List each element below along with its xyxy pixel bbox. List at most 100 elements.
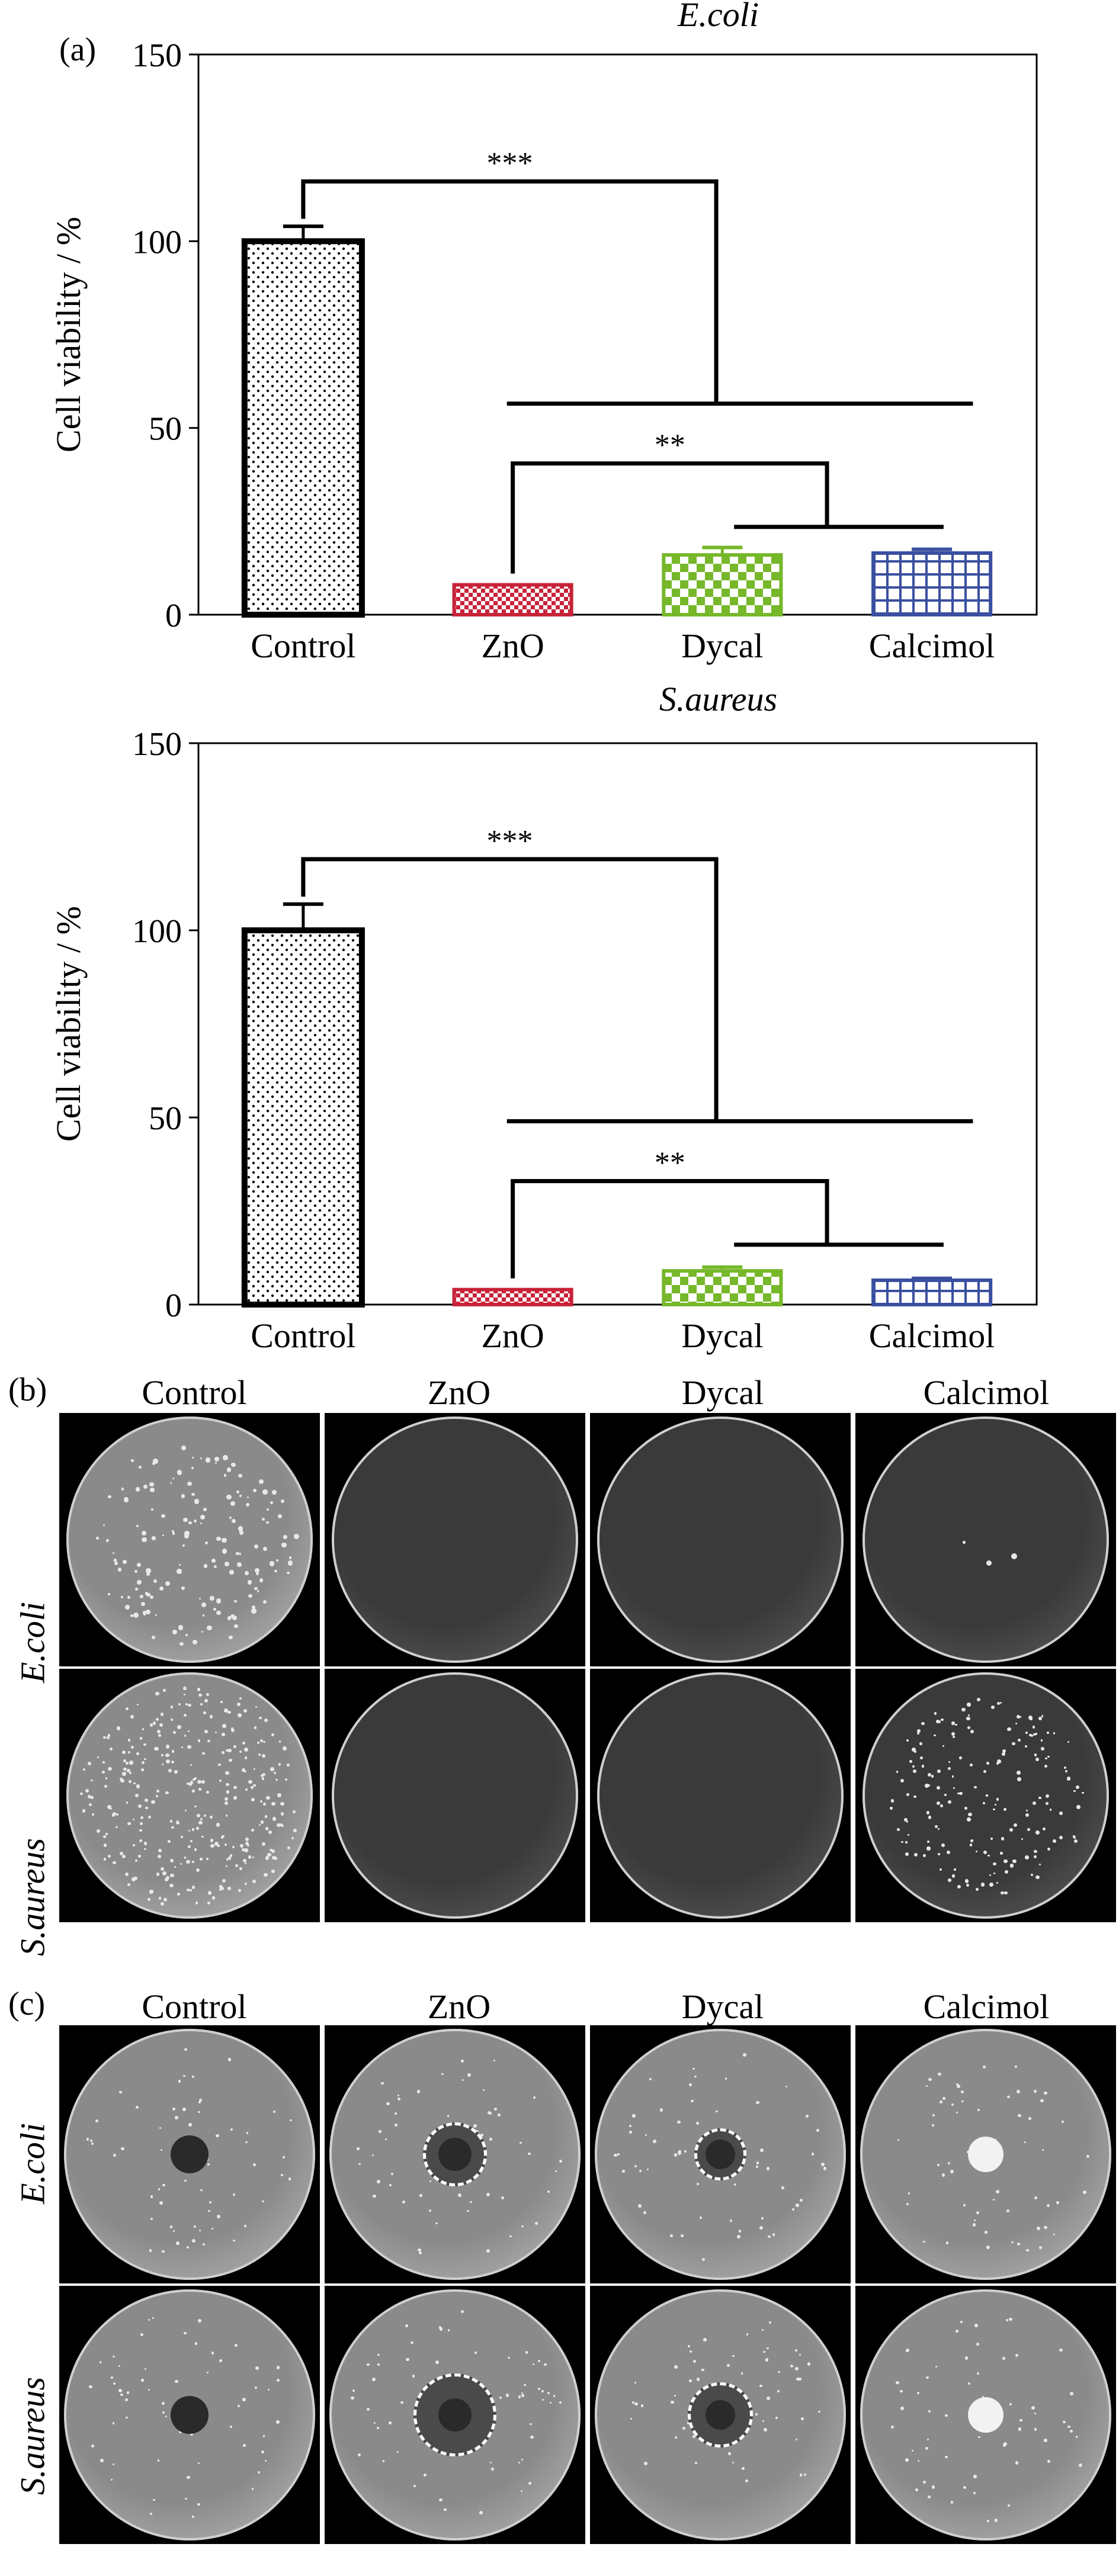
colony [703,2338,707,2342]
colony [230,2128,233,2131]
colony [977,2109,980,2112]
colony [100,2459,104,2463]
colony [553,2395,556,2397]
colony [127,1596,130,1599]
colony [258,1479,264,1485]
colony [226,1467,232,1472]
colony [945,2241,949,2244]
colony [1073,1790,1076,1793]
colony [265,1827,269,1830]
colony [942,1745,944,1747]
colony [159,2201,163,2205]
colony [923,2240,925,2243]
colony [133,1844,135,1846]
colony [926,1840,929,1843]
colony [159,1723,163,1727]
colony [152,1462,156,1466]
colony [681,2234,684,2237]
colony [251,1797,255,1802]
colony [187,1481,192,1486]
colony [275,1778,278,1781]
colony [1066,1777,1070,1781]
colony [134,1569,137,1573]
colony [162,1871,166,1875]
colony [253,2163,256,2167]
colony [799,2474,803,2477]
colony [204,1698,209,1703]
colony [169,1820,173,1823]
colony [923,2481,926,2484]
plates-c-col-control: Control [142,1987,247,2026]
colony [188,1782,193,1786]
colony [800,2198,803,2202]
colony [937,2163,940,2166]
colony [191,1828,194,1831]
colony [206,1692,210,1697]
colony [172,2107,176,2111]
colony [262,2435,265,2437]
colony [1008,2504,1011,2507]
colony [283,1535,287,1539]
colony [919,1742,922,1745]
colony [198,1597,201,1600]
colony [1044,2091,1047,2095]
colony [994,1804,997,1806]
colony [126,2391,130,2394]
colony [695,2462,698,2465]
colony [1040,2099,1044,2102]
colony [264,1719,268,1722]
colony [177,1725,181,1730]
colony [700,2217,702,2219]
colony [435,2222,438,2225]
colony [1004,1891,1008,1895]
colony [188,1829,190,1832]
colony [932,2124,934,2127]
colony [1019,2418,1023,2422]
colony [996,1759,1001,1764]
colony [351,2396,354,2400]
colony [1045,1801,1049,1806]
colony [170,1859,174,1863]
colony [1028,1733,1032,1737]
colony [271,1855,276,1860]
colony [413,2485,416,2487]
colony [1059,1811,1063,1815]
colony [940,1804,944,1808]
colony [967,1703,971,1707]
colony [277,1514,283,1519]
colony [133,1782,136,1784]
colony [280,2173,284,2177]
colony [184,1531,190,1537]
colony [225,1801,229,1806]
colony [906,1793,909,1797]
colony [692,2435,695,2438]
colony [198,1820,203,1825]
colony [176,2241,179,2245]
y-tick-label: 150 [132,37,182,74]
colony [775,2416,778,2419]
colony [91,1813,94,1816]
colony [146,1568,151,1573]
colony [765,2358,769,2362]
colony [1009,2317,1012,2321]
colony [287,1572,290,1575]
colony [968,1714,970,1717]
colony [480,2134,484,2137]
colony [957,2084,960,2089]
colony [236,1562,242,1568]
colony [927,1784,930,1787]
colony [941,1843,945,1848]
colony [86,2138,89,2141]
colony [156,1794,158,1797]
colony [130,1745,134,1749]
colony [214,1462,217,1464]
colony [696,2121,700,2125]
colony [796,2378,800,2381]
colony [242,1768,246,1772]
colony [1024,2141,1027,2143]
colony [239,1495,242,1498]
colony [938,1828,940,1830]
colony [906,2349,909,2352]
colony [190,2433,193,2436]
colony [934,1734,936,1736]
